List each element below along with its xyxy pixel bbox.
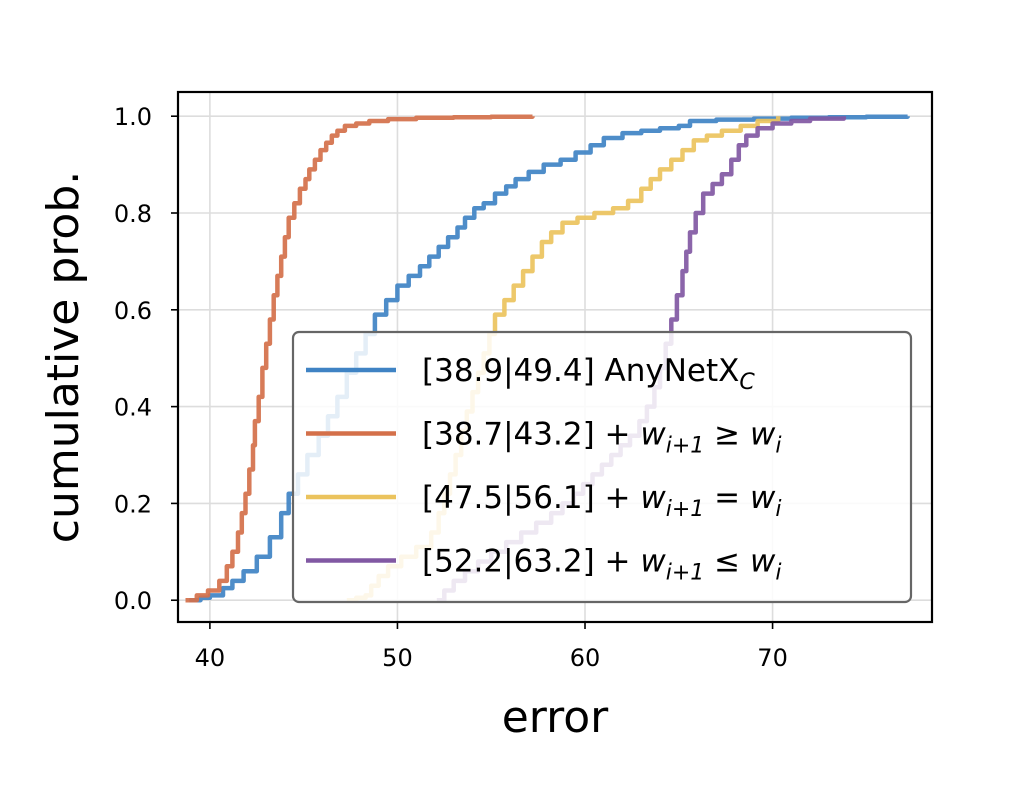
axis-ticks: 40 50 60 70 0.0 0.2 0.4 0.6 0.8 1.0 — [114, 103, 788, 672]
y-tick-label-0: 0.0 — [114, 587, 152, 615]
y-tick-label-5: 1.0 — [114, 103, 152, 131]
series-line-0 — [189, 114, 910, 603]
legend-label-1: [38.7|43.2] + wi+1 ≥ wi — [422, 417, 781, 459]
x-tick-label-1: 50 — [382, 644, 413, 672]
legend-label-2: [47.5|56.1] + wi+1 = wi — [422, 480, 781, 522]
legend-label-0: [38.9|49.4] AnyNetXC — [422, 353, 755, 395]
x-tick-label-3: 70 — [757, 644, 788, 672]
x-axis-label: error — [502, 692, 609, 743]
y-tick-label-4: 0.8 — [114, 200, 152, 228]
y-tick-label-1: 0.2 — [114, 490, 152, 518]
x-tick-label-2: 60 — [570, 644, 601, 672]
legend-label-3: [52.2|63.2] + wi+1 ≤ wi — [422, 544, 781, 586]
x-tick-label-0: 40 — [195, 644, 226, 672]
series-line-1 — [185, 114, 535, 603]
plot-frame — [176, 90, 934, 624]
y-tick-label-3: 0.6 — [114, 297, 152, 325]
legend-box — [291, 330, 913, 604]
y-axis-label: cumulative prob. — [38, 171, 89, 543]
legend: [38.9|49.4] AnyNetXC [38.7|43.2] + wi+1 ≥… — [291, 330, 913, 604]
y-tick-label-2: 0.4 — [114, 394, 152, 422]
